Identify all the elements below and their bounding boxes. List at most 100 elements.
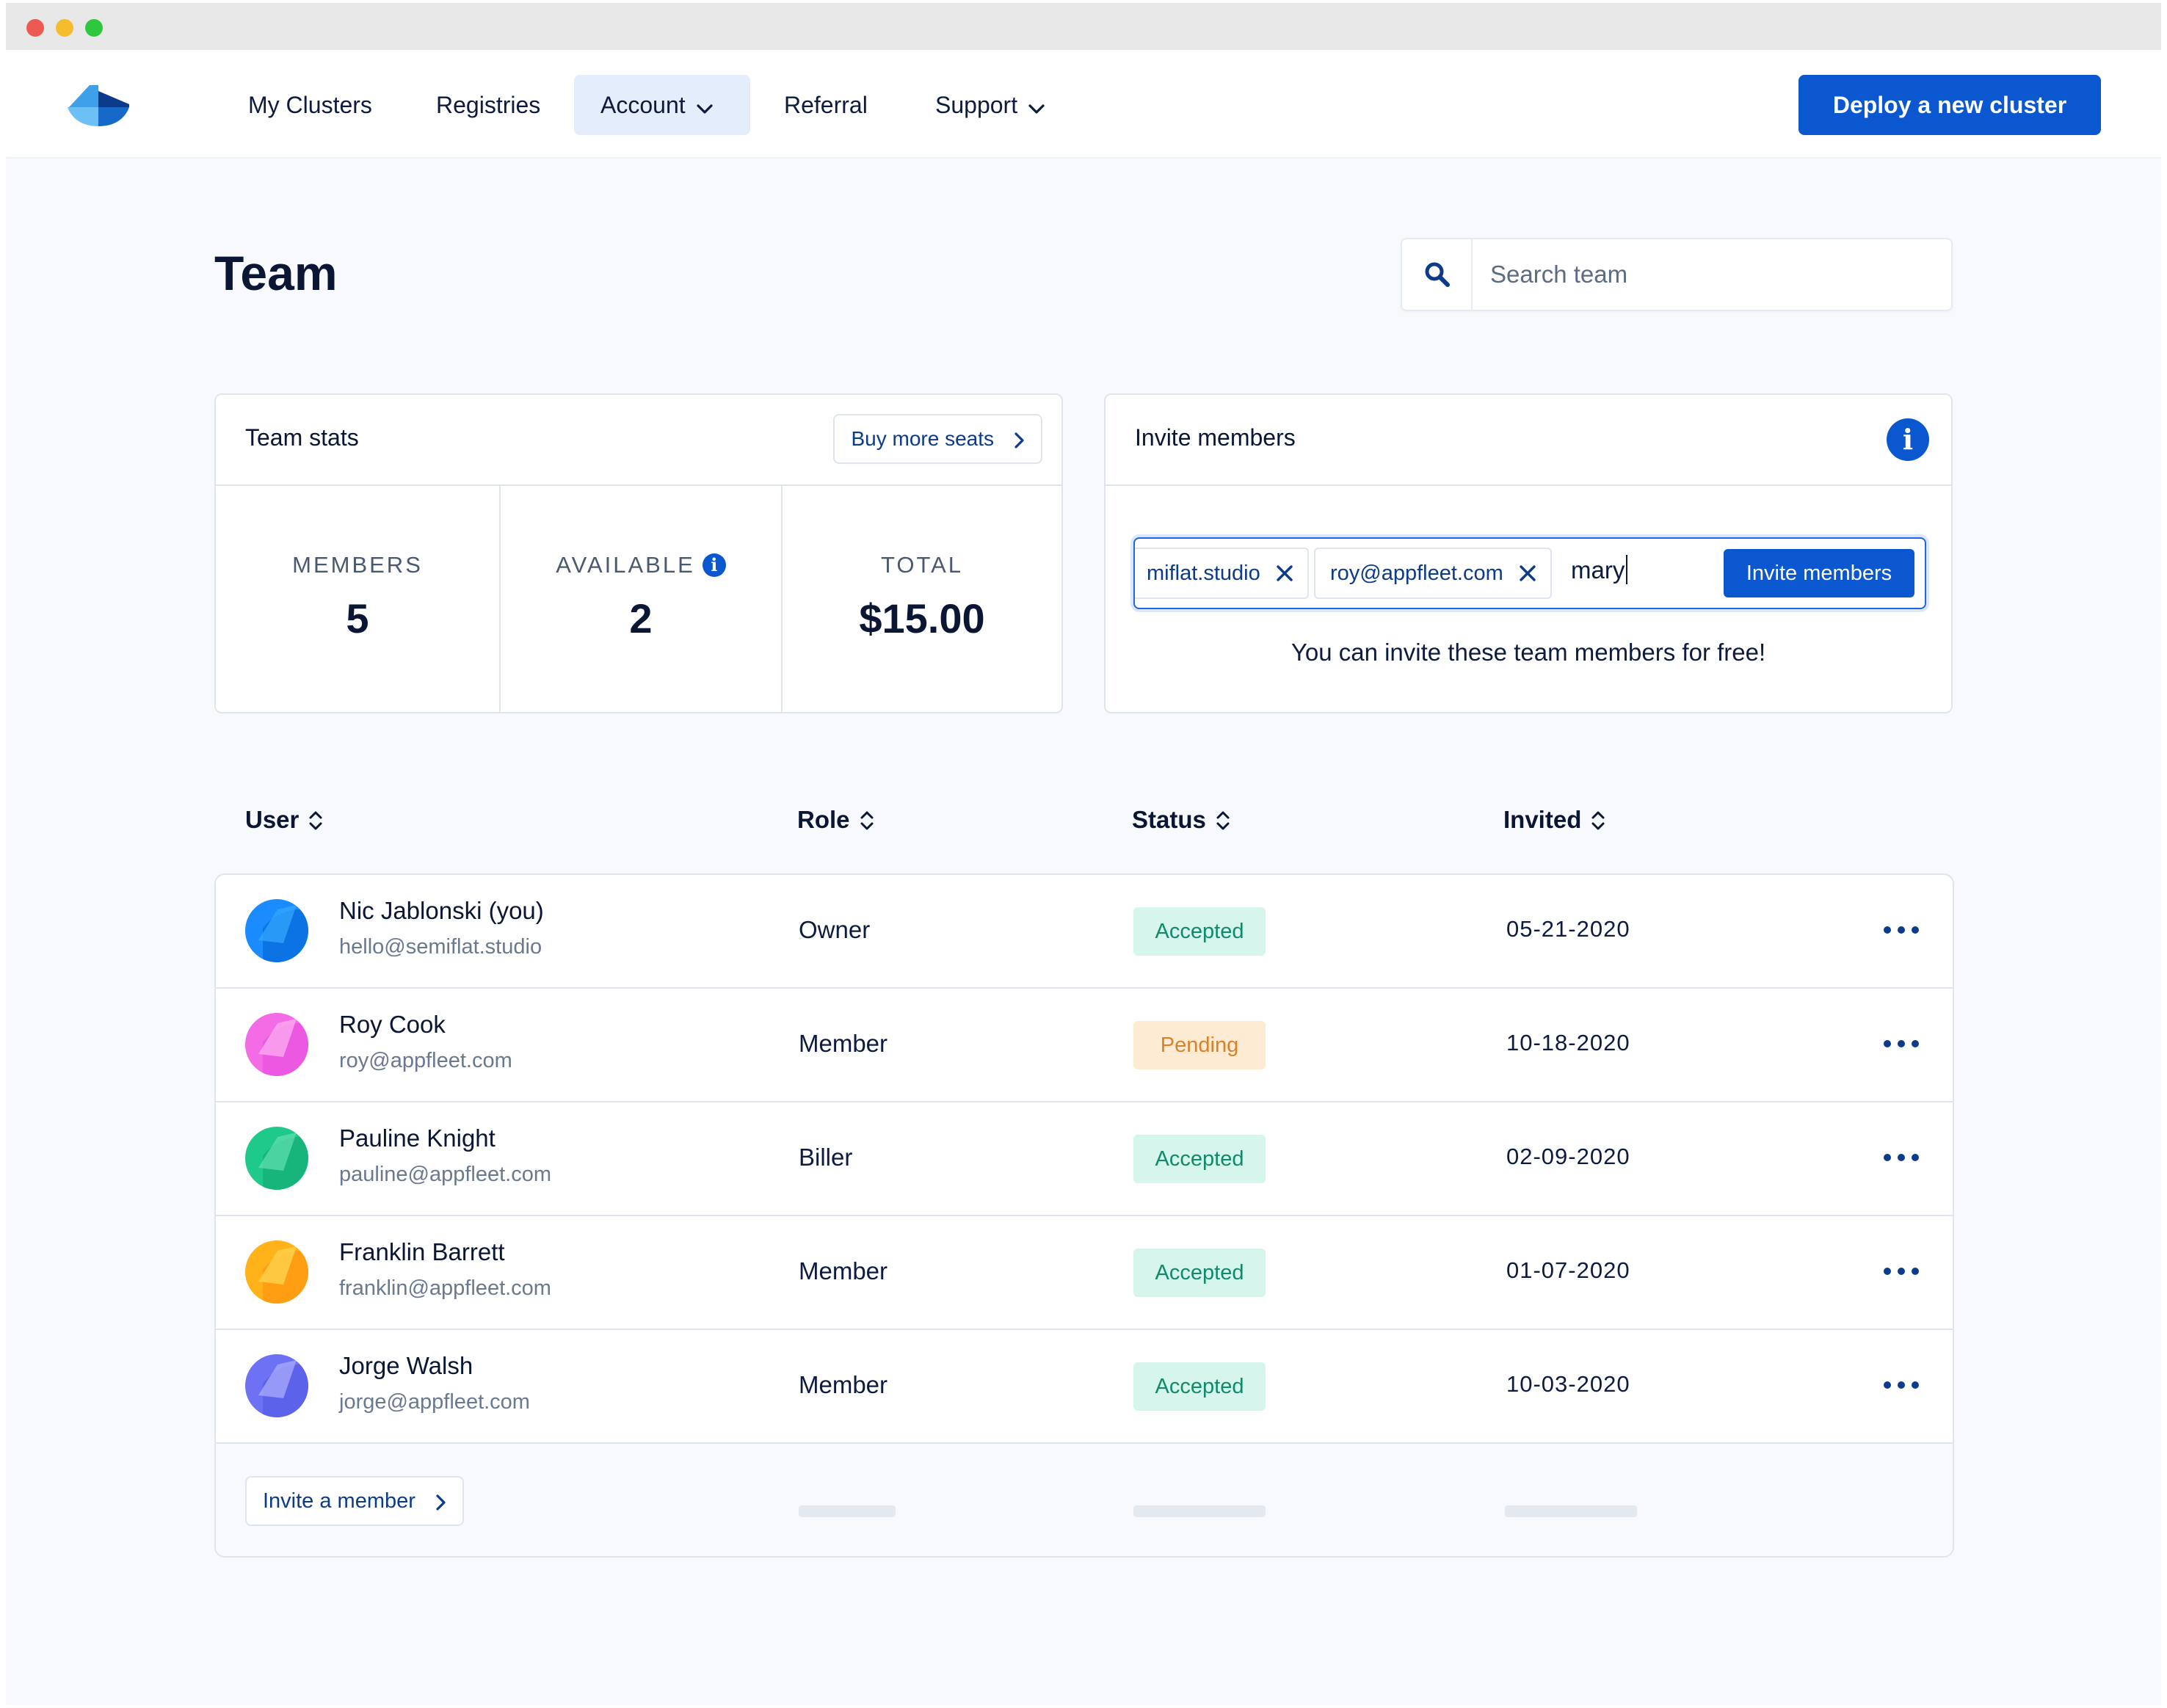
invite-chip: miflat.studio [1135,548,1309,599]
invited-date: 10-18-2020 [1506,1030,1630,1055]
maximize-window-button[interactable] [85,19,103,37]
more-options-icon[interactable] [1882,1144,1926,1173]
info-icon[interactable]: i [1887,418,1929,461]
table-row[interactable]: Franklin Barrett franklin@appfleet.com M… [216,1216,1953,1330]
avatar [245,1013,308,1076]
placeholder-bar [1133,1505,1266,1517]
invite-chip-label: miflat.studio [1147,562,1260,585]
user-email: pauline@appfleet.com [339,1163,552,1186]
user-role: Member [799,1371,888,1398]
invited-date: 05-21-2020 [1506,916,1630,942]
close-window-button[interactable] [26,19,44,37]
user-name: Pauline Knight [339,1124,496,1152]
invite-members-button[interactable]: Invite members [1724,549,1914,597]
top-navigation: My Clusters Registries Account Referral … [6,50,2161,159]
buy-more-seats-label: Buy more seats [851,427,994,450]
team-stats-title: Team stats [245,424,359,451]
sort-icon [309,811,322,830]
invite-members-card: Invite members i miflat.studio roy@appfl… [1104,393,1953,713]
column-header-status[interactable]: Status [1132,806,1231,834]
invite-chip-label: roy@appfleet.com [1330,562,1503,585]
available-label-row: AVAILABLE i [501,552,781,578]
logo-icon[interactable] [66,82,132,129]
nav-my-clusters[interactable]: My Clusters [248,92,372,118]
members-value: 5 [346,595,369,642]
column-header-status-label: Status [1132,806,1206,833]
user-name: Franklin Barrett [339,1238,505,1265]
total-label: TOTAL [880,552,964,578]
chevron-down-icon [696,77,714,137]
buy-more-seats-button[interactable]: Buy more seats [833,414,1042,464]
team-stats-header: Team stats Buy more seats [216,395,1061,486]
user-name: Nic Jablonski (you) [339,897,544,924]
more-options-icon[interactable] [1882,1371,1926,1400]
column-header-invited-label: Invited [1503,806,1582,833]
remove-chip-icon[interactable] [1518,564,1537,583]
user-name: Jorge Walsh [339,1352,473,1379]
more-options-icon[interactable] [1882,916,1926,945]
status-badge: Accepted [1133,907,1266,956]
column-header-user[interactable]: User [245,806,324,834]
invite-typed-text[interactable]: mary [1571,555,1628,584]
column-header-user-label: User [245,806,300,833]
user-name: Roy Cook [339,1011,446,1038]
invite-hint-text: You can invite these team members for fr… [1291,639,1766,666]
user-role: Member [799,1257,888,1284]
invite-a-member-button[interactable]: Invite a member [245,1476,464,1526]
table-row[interactable]: Jorge Walsh jorge@appfleet.com Member Ac… [216,1330,1953,1444]
status-badge: Pending [1133,1021,1266,1069]
placeholder-bar [799,1505,896,1517]
column-header-invited[interactable]: Invited [1503,806,1606,834]
deploy-cluster-button[interactable]: Deploy a new cluster [1798,75,2101,135]
invite-members-title: Invite members [1135,424,1296,451]
user-email: roy@appfleet.com [339,1049,512,1072]
sort-icon [1216,811,1230,830]
search-team-box [1401,238,1953,311]
column-header-role[interactable]: Role [797,806,875,834]
title-bar [6,3,2161,50]
invite-a-member-label: Invite a member [263,1489,415,1513]
remove-chip-icon[interactable] [1275,564,1294,583]
invite-typed-value: mary [1571,556,1625,584]
user-role: Member [799,1030,888,1057]
members-stat: MEMBERS 5 [216,486,499,713]
sort-icon [1591,811,1605,830]
status-badge: Accepted [1133,1362,1266,1411]
user-role: Biller [799,1144,853,1171]
nav-account[interactable]: Account [574,75,750,135]
nav-support-label: Support [935,92,1018,118]
invite-email-input[interactable]: miflat.studio roy@appfleet.com mary Invi… [1133,537,1926,609]
placeholder-bar [1505,1505,1637,1517]
chevron-right-icon [1014,432,1024,448]
chevron-down-icon [1028,77,1045,137]
status-badge: Accepted [1133,1249,1266,1297]
table-row[interactable]: Pauline Knight pauline@appfleet.com Bill… [216,1102,1953,1216]
info-icon[interactable]: i [702,553,726,577]
column-header-role-label: Role [797,806,850,833]
invited-date: 01-07-2020 [1506,1257,1630,1283]
table-row[interactable]: Nic Jablonski (you) hello@semiflat.studi… [216,875,1953,989]
chevron-right-icon [436,1494,446,1511]
text-caret [1626,555,1628,584]
search-icon[interactable] [1402,239,1473,310]
user-email: jorge@appfleet.com [339,1390,530,1414]
team-table: Nic Jablonski (you) hello@semiflat.studi… [214,873,1954,1558]
total-stat: TOTAL $15.00 [781,486,1061,713]
nav-registries[interactable]: Registries [436,92,541,118]
team-stats-card: Team stats Buy more seats MEMBERS 5 AVAI… [214,393,1063,713]
table-row[interactable]: Roy Cook roy@appfleet.com Member Pending… [216,989,1953,1102]
user-email: hello@semiflat.studio [339,935,542,959]
avatar [245,1127,308,1190]
members-label: MEMBERS [292,552,423,578]
more-options-icon[interactable] [1882,1030,1926,1059]
invited-date: 10-03-2020 [1506,1371,1630,1397]
minimize-window-button[interactable] [56,19,73,37]
nav-referral[interactable]: Referral [784,92,868,118]
available-label: AVAILABLE [556,552,695,578]
search-input[interactable] [1490,257,1931,292]
total-value: $15.00 [859,595,985,642]
nav-support[interactable]: Support [909,75,1072,135]
nav-account-label: Account [600,92,686,118]
available-value: 2 [629,595,653,642]
more-options-icon[interactable] [1882,1257,1926,1287]
